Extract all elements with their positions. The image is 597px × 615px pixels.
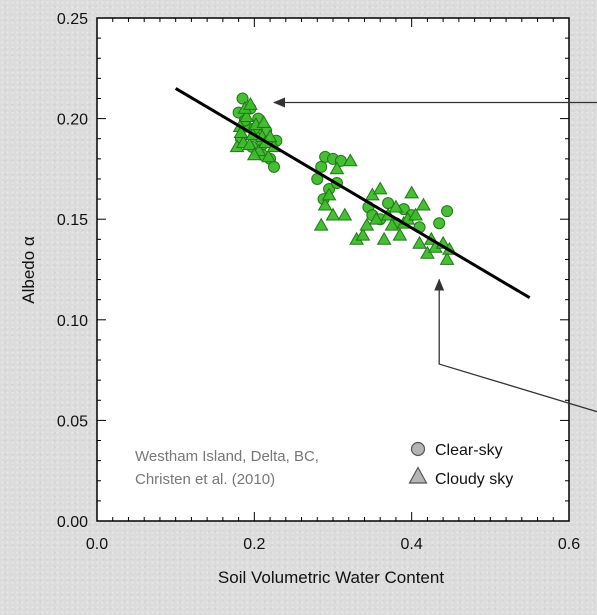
y-tick-label: 0.10 (57, 313, 88, 330)
legend-label-clear-sky: Clear-sky (435, 442, 503, 459)
data-point-cloudy-sky (372, 181, 388, 195)
axis-ticks (96, 17, 570, 522)
data-point-cloudy-sky (239, 109, 254, 122)
data-point-cloudy-sky (317, 197, 333, 211)
y-tick-label: 0.05 (57, 413, 88, 430)
plot-area (96, 17, 570, 522)
annotation-line-2: Christen et al. (2010) (135, 471, 275, 488)
data-point-cloudy-sky (408, 207, 423, 221)
y-tick-label: 0.25 (57, 11, 88, 28)
data-point-cloudy-sky (233, 125, 249, 139)
x-tick-label: 0.0 (86, 536, 108, 553)
data-point-cloudy-sky (261, 149, 276, 163)
y-tick-label: 0.00 (57, 514, 88, 531)
data-point-cloudy-sky (392, 227, 408, 241)
data-markers (229, 92, 457, 265)
data-point-cloudy-sky (262, 129, 278, 143)
data-point-clear-sky (315, 160, 328, 173)
data-point-cloudy-sky (342, 153, 358, 167)
data-point-cloudy-sky (242, 137, 257, 151)
x-tick-label: 0.6 (558, 536, 580, 553)
legend-label-cloudy-sky: Cloudy sky (435, 471, 513, 488)
data-point-cloudy-sky (404, 185, 420, 199)
data-point-cloudy-sky (376, 231, 392, 245)
legend-triangle-marker (408, 466, 428, 484)
data-point-cloudy-sky (313, 217, 329, 231)
x-tick-label: 0.4 (401, 536, 423, 553)
data-point-clear-sky (441, 205, 454, 218)
data-point-cloudy-sky (412, 235, 427, 249)
data-point-clear-sky (236, 92, 249, 105)
y-tick-labels: 0.00 0.05 0.10 0.15 0.20 0.25 (57, 11, 88, 531)
y-tick-label: 0.15 (57, 212, 88, 229)
x-tick-labels: 0.0 0.2 0.4 0.6 (86, 536, 580, 553)
data-point-cloudy-sky (416, 197, 431, 211)
data-point-cloudy-sky (246, 147, 262, 161)
data-point-cloudy-sky (256, 115, 272, 128)
annotation-arrows (273, 97, 597, 413)
data-point-cloudy-sky (384, 217, 400, 231)
data-point-cloudy-sky (355, 227, 371, 241)
data-point-cloudy-sky (325, 207, 341, 221)
data-point-cloudy-sky (243, 97, 258, 110)
y-axis-title: Albedo α (19, 236, 38, 304)
data-point-clear-sky (268, 160, 280, 173)
legend-circle-marker (410, 441, 426, 457)
y-tick-label: 0.20 (57, 112, 88, 129)
data-point-cloudy-sky (337, 207, 353, 221)
legend: Clear-sky Cloudy sky (408, 441, 513, 488)
data-point-cloudy-sky (439, 251, 455, 265)
data-point-clear-sky (433, 217, 446, 230)
annotation-line-1: Westham Island, Delta, BC, (135, 448, 319, 465)
annotation-arrow (434, 278, 597, 413)
data-point-cloudy-sky (329, 161, 345, 175)
data-point-cloudy-sky (388, 199, 404, 213)
data-point-cloudy-sky (368, 211, 384, 225)
x-axis-title: Soil Volumetric Water Content (218, 568, 444, 587)
fit-line (174, 87, 531, 299)
x-tick-label: 0.2 (243, 536, 265, 553)
data-point-cloudy-sky (321, 187, 337, 201)
